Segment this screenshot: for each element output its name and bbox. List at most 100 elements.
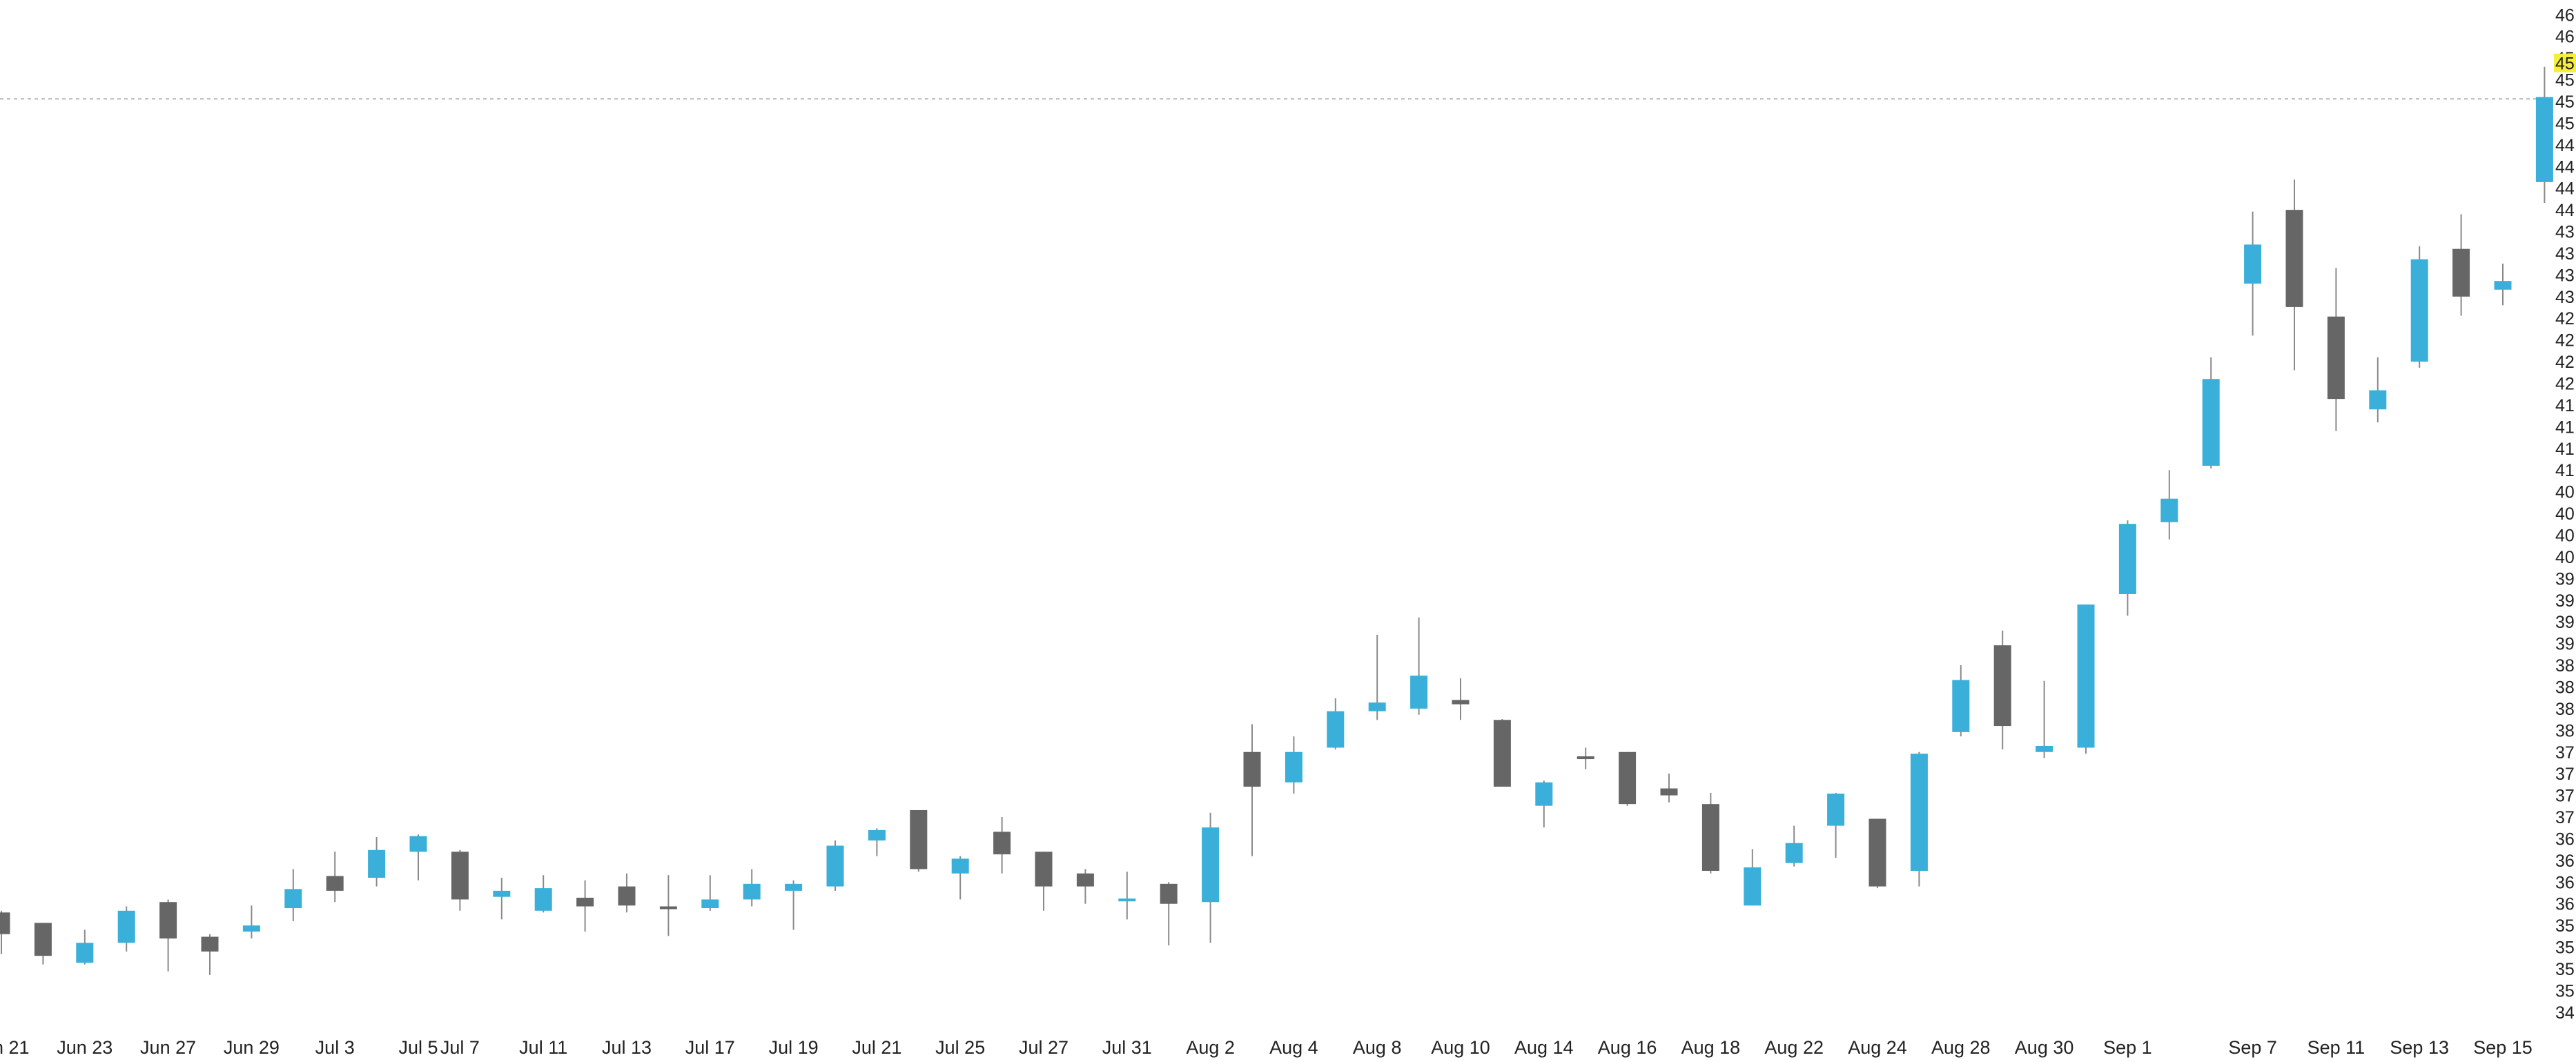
y-tick-label: 43.75: [2555, 223, 2576, 242]
y-tick-label: 36.00: [2555, 895, 2576, 914]
candle-body: [1285, 751, 1302, 783]
candle: [493, 878, 511, 920]
candle-body: [1035, 852, 1053, 887]
x-tick-label: Jul 19: [769, 1037, 819, 1058]
candle-body: [2285, 210, 2303, 307]
candle-body: [1619, 751, 1637, 805]
candle: [1744, 849, 1762, 906]
x-tick-label: Aug 30: [2015, 1037, 2074, 1058]
candle: [2244, 211, 2262, 336]
candle-body: [2118, 524, 2136, 594]
y-tick-label: 39.50: [2555, 591, 2576, 611]
candle: [910, 809, 928, 872]
candle-body: [0, 912, 10, 934]
x-tick-label: Aug 2: [1186, 1037, 1235, 1058]
candle-body: [1827, 794, 1845, 826]
y-tick-label: 35.00: [2555, 981, 2576, 1001]
candle: [1118, 872, 1136, 920]
y-tick-label: 38.25: [2555, 700, 2576, 719]
candle: [2160, 470, 2178, 540]
x-tick-label: Jul 21: [852, 1037, 901, 1058]
candle: [1202, 812, 1220, 943]
candle-body: [117, 910, 135, 943]
x-tick-label: Jun 23: [57, 1037, 113, 1058]
candle-body: [1076, 873, 1094, 887]
x-tick-label: Aug 24: [1848, 1037, 1907, 1058]
y-tick-label: 43.50: [2555, 244, 2576, 264]
candle-body: [2410, 259, 2428, 362]
candle: [1285, 736, 1302, 794]
candle-body: [534, 888, 552, 911]
candle: [2452, 214, 2470, 316]
y-tick-label: 44.75: [2555, 136, 2576, 155]
candle: [1160, 882, 1178, 946]
candle-body: [1160, 883, 1178, 904]
candle-body: [951, 858, 969, 874]
last-price-highlight: [2554, 53, 2576, 72]
y-tick-label: 36.75: [2555, 829, 2576, 849]
candle: [1452, 678, 1470, 720]
y-tick-label: 38.75: [2555, 656, 2576, 676]
x-tick-label: Sep 11: [2307, 1037, 2365, 1058]
candle-body: [826, 845, 844, 887]
candle: [2036, 680, 2053, 758]
y-tick-label: 40.50: [2555, 504, 2576, 524]
x-tick-label: Jul 13: [602, 1037, 652, 1058]
candle: [159, 899, 177, 972]
x-tick-label: Aug 28: [1931, 1037, 1991, 1058]
candle: [1243, 724, 1261, 856]
y-tick-label: 46.00: [2555, 28, 2576, 47]
candle-body: [2327, 316, 2345, 400]
candle-body: [1368, 702, 1386, 711]
candle-body: [2077, 604, 2095, 748]
candle: [1952, 665, 1970, 737]
candle-body: [1535, 782, 1553, 806]
x-tick-label: Jun 29: [224, 1037, 280, 1058]
candle: [1827, 792, 1845, 858]
candle-body: [2036, 745, 2053, 752]
y-tick-label: 38.00: [2555, 721, 2576, 740]
y-tick-label: 43.25: [2555, 266, 2576, 285]
x-tick-label: Aug 18: [1681, 1037, 1741, 1058]
y-tick-label: 39.25: [2555, 613, 2576, 632]
x-tick-label: Aug 8: [1353, 1037, 1402, 1058]
candle-body: [1452, 700, 1470, 705]
y-tick-label: 41.75: [2555, 396, 2576, 415]
candle-body: [2244, 244, 2262, 284]
candle: [701, 875, 719, 911]
candle: [1993, 630, 2011, 749]
x-tick-label: Sep 1: [2103, 1037, 2152, 1058]
y-tick-label: 46.25: [2555, 6, 2576, 25]
candle-body: [1868, 818, 1886, 887]
candle-body: [1118, 898, 1136, 902]
x-tick-label: Jul 27: [1019, 1037, 1069, 1058]
candle-body: [1910, 754, 1928, 871]
candle: [284, 869, 302, 921]
candle-body: [1202, 827, 1220, 903]
y-tick-label: 37.75: [2555, 743, 2576, 763]
candle: [242, 905, 260, 939]
x-tick-label: Jun 21: [0, 1037, 30, 1058]
candle-body: [1243, 751, 1261, 787]
candle: [1619, 751, 1637, 806]
y-tick-label: 35.25: [2555, 960, 2576, 979]
candle-body: [159, 902, 177, 939]
y-tick-label: 42.75: [2555, 309, 2576, 328]
y-tick-label: 45.00: [2555, 114, 2576, 133]
candle-body: [242, 925, 260, 932]
candle-body: [2369, 390, 2387, 410]
candle-body: [1701, 804, 1719, 871]
candle: [451, 849, 469, 911]
candle-body: [2535, 97, 2553, 182]
y-tick-label: 41.50: [2555, 417, 2576, 437]
y-tick-label: 39.00: [2555, 635, 2576, 654]
candle-body: [1993, 645, 2011, 727]
candle: [0, 910, 10, 954]
candle-body: [1744, 867, 1762, 906]
x-tick-label: Aug 4: [1269, 1037, 1318, 1058]
y-tick-label: 42.00: [2555, 375, 2576, 394]
x-tick-label: Aug 22: [1764, 1037, 1824, 1058]
candle: [785, 880, 803, 930]
